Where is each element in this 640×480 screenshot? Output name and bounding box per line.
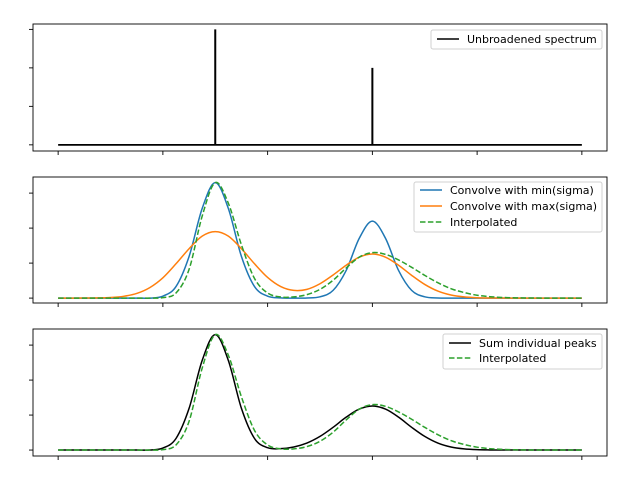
axes-frame: [32, 23, 608, 152]
legend-label: Convolve with max(sigma): [450, 200, 597, 213]
axes-frame: [32, 328, 608, 457]
legend: Sum individual peaks Interpolated: [442, 333, 603, 370]
legend-label: Convolve with min(sigma): [450, 184, 594, 197]
legend-label: Interpolated: [450, 216, 517, 229]
subplot-unbroadened: Unbroadened spectrum: [29, 23, 608, 155]
legend-label: Interpolated: [479, 352, 546, 365]
series-line: [58, 181, 582, 299]
axes-frame: [32, 176, 608, 304]
subplot-convolutions: Convolve with min(sigma) Convolve with m…: [29, 176, 608, 307]
series-line: [58, 230, 582, 299]
legend-label: Unbroadened spectrum: [467, 33, 597, 46]
legend: Convolve with min(sigma) Convolve with m…: [413, 181, 603, 233]
plot-area: [58, 181, 582, 299]
plot-area: [58, 29, 582, 146]
legend: Unbroadened spectrum: [430, 29, 603, 50]
series-line: [58, 333, 582, 451]
subplot-sum-peaks: Sum individual peaks Interpolated: [29, 328, 608, 460]
plot-area: [58, 333, 582, 451]
legend-label: Sum individual peaks: [479, 337, 597, 350]
